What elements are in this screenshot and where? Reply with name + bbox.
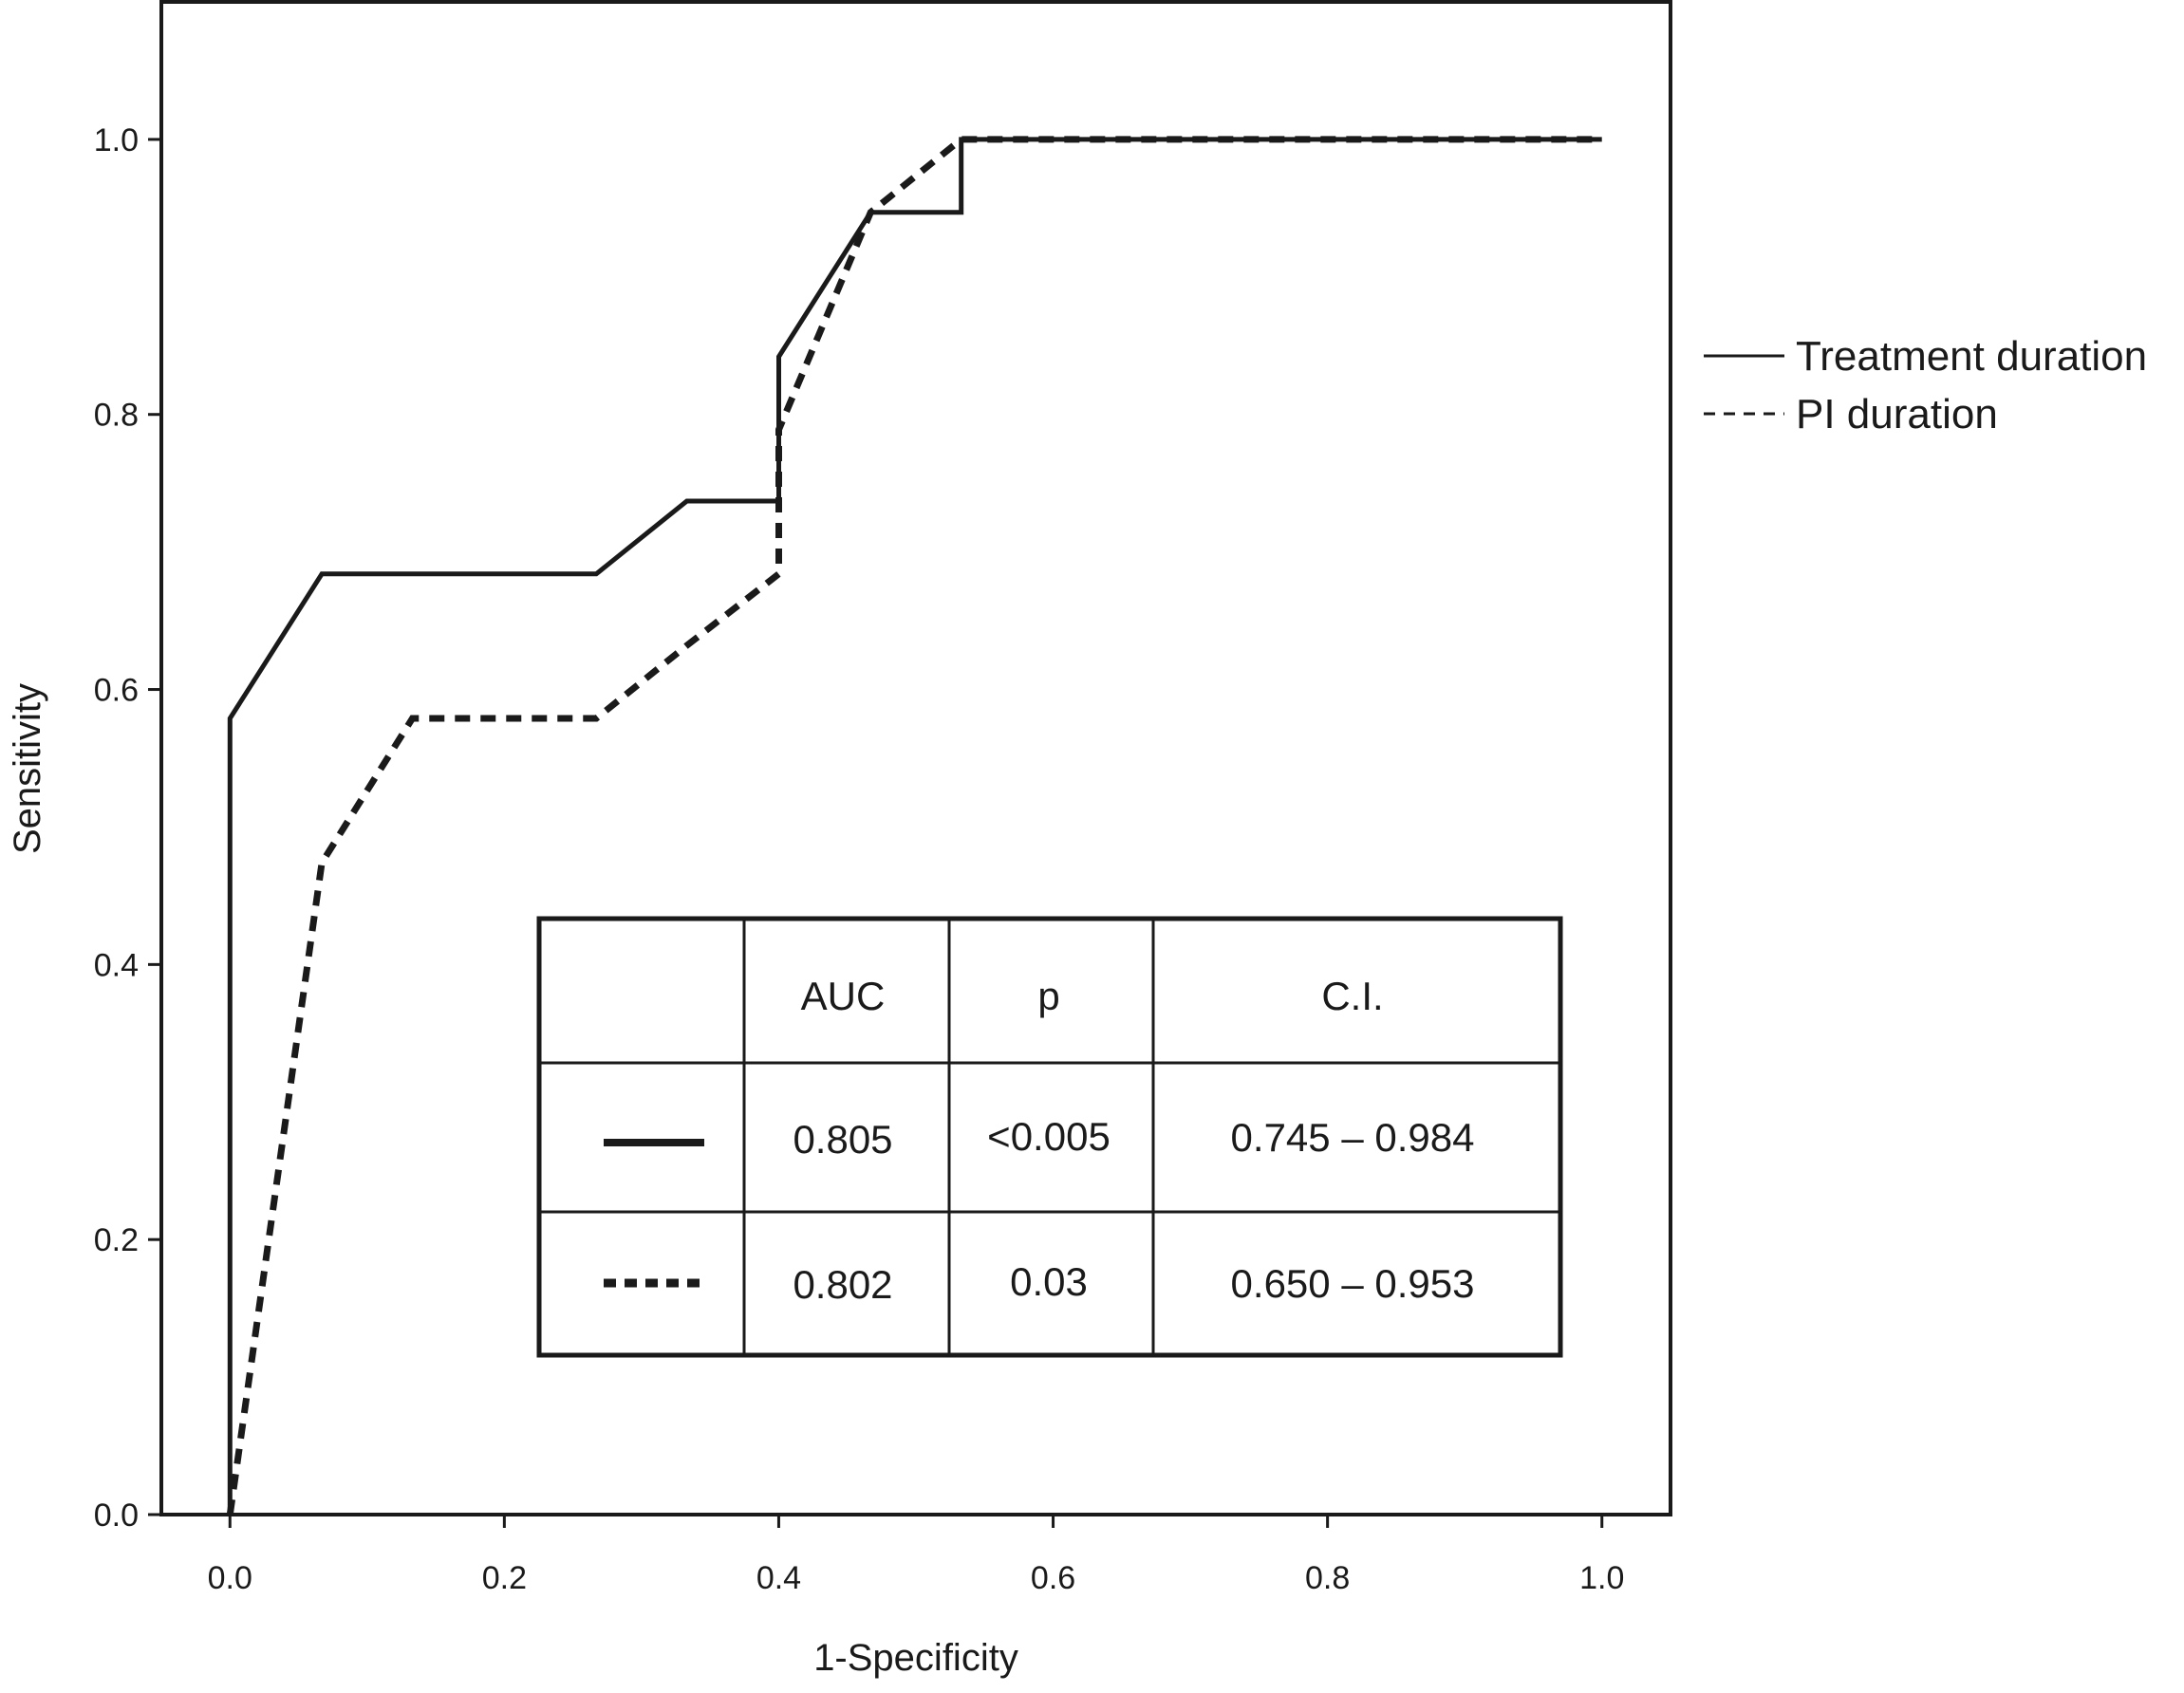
legend-label-treatment-duration: Treatment duration bbox=[1796, 333, 2147, 380]
x-axis: 0.0 0.2 0.4 0.6 0.8 1.0 bbox=[208, 1515, 1624, 1596]
plot-frame bbox=[159, 0, 1672, 1516]
y-axis: 0.0 0.2 0.4 0.6 0.8 1.0 bbox=[94, 122, 161, 1534]
y-tick-label: 0.2 bbox=[94, 1222, 139, 1258]
table-frame bbox=[536, 916, 1563, 1358]
legend: Treatment duration PI duration bbox=[1704, 333, 2147, 437]
x-tick-label: 0.0 bbox=[208, 1560, 252, 1596]
series-layer bbox=[226, 136, 1602, 1516]
x-tick-label: 0.4 bbox=[756, 1560, 801, 1596]
table-cell-p-pi: 0.03 bbox=[1010, 1259, 1088, 1304]
y-tick-label: 0.6 bbox=[94, 673, 139, 709]
legend-label-pi-duration: PI duration bbox=[1796, 391, 1998, 437]
table-cell-auc-treatment: 0.805 bbox=[793, 1117, 892, 1162]
x-tick-label: 0.8 bbox=[1305, 1560, 1350, 1596]
stats-table: AUC p C.I. 0.805 <0.005 0.745 – 0.984 0.… bbox=[536, 916, 1563, 1358]
table-header-auc: AUC bbox=[801, 974, 886, 1018]
y-tick-label: 0.0 bbox=[94, 1498, 139, 1534]
x-axis-title: 1-Specificity bbox=[813, 1637, 1018, 1679]
y-tick-label: 0.8 bbox=[94, 398, 139, 434]
x-tick-label: 0.2 bbox=[482, 1560, 527, 1596]
table-header-p: p bbox=[1037, 974, 1059, 1018]
table-cell-auc-pi: 0.802 bbox=[793, 1262, 892, 1307]
table-header-ci: C.I. bbox=[1321, 974, 1383, 1018]
series-line-pi-duration bbox=[226, 136, 1602, 1516]
y-tick-label: 1.0 bbox=[94, 122, 139, 158]
y-axis-title: Sensitivity bbox=[7, 683, 48, 854]
table-cell-ci-pi: 0.650 – 0.953 bbox=[1231, 1261, 1475, 1306]
y-tick-label: 0.4 bbox=[94, 947, 139, 983]
x-tick-label: 0.6 bbox=[1031, 1560, 1075, 1596]
table-cell-ci-treatment: 0.745 – 0.984 bbox=[1231, 1115, 1475, 1160]
x-tick-label: 1.0 bbox=[1579, 1560, 1624, 1596]
table-cell-p-treatment: <0.005 bbox=[987, 1114, 1111, 1159]
